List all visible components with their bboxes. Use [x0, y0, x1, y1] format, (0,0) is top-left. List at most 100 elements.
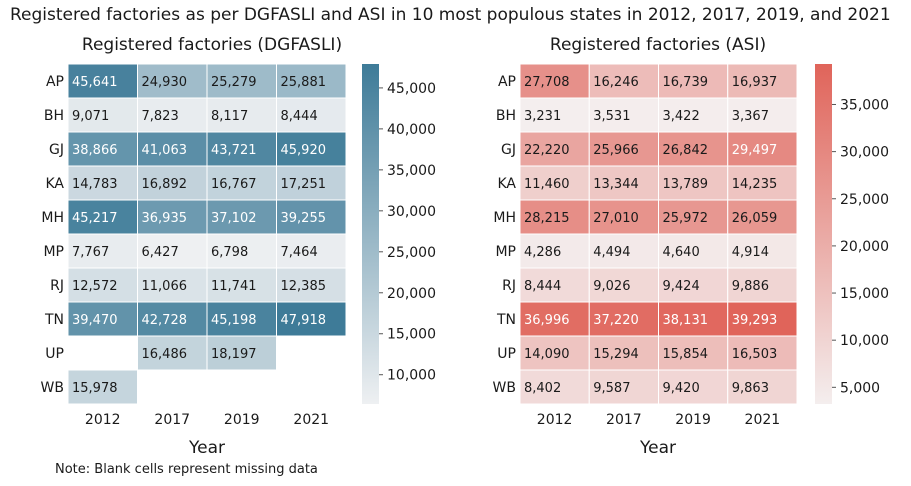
- cell-value-label: 38,866: [72, 143, 118, 158]
- cell-value-label: 15,294: [593, 347, 639, 362]
- cell-value-label: 9,587: [593, 381, 630, 396]
- y-tick-label: BH: [44, 108, 64, 124]
- heatmap-cell: [658, 369, 729, 405]
- cell-value-label: 4,494: [593, 245, 630, 260]
- colorbar-tick-label: 20,000: [840, 239, 889, 255]
- cell-value-label: 47,918: [281, 313, 327, 328]
- cell-value-label: 7,767: [72, 245, 109, 260]
- heatmap-cell: [727, 369, 798, 405]
- cell-value-label: 3,531: [593, 109, 630, 124]
- x-tick-label: 2017: [606, 412, 642, 428]
- panel-title: Registered factories (ASI): [550, 35, 766, 55]
- cell-value-label: 25,966: [593, 143, 639, 158]
- cell-value-label: 39,255: [281, 211, 327, 226]
- y-tick-label: RJ: [502, 278, 516, 294]
- y-tick-label: BH: [496, 108, 516, 124]
- cell-value-label: 4,286: [524, 245, 561, 260]
- x-tick-label: 2021: [745, 412, 781, 428]
- x-tick-label: 2019: [224, 412, 260, 428]
- heatmap-cell: [658, 301, 729, 337]
- colorbar-tick-label: 5,000: [840, 380, 880, 396]
- heatmap-cell: [206, 131, 277, 167]
- colorbar-tick-label: 10,000: [840, 333, 889, 349]
- cell-value-label: 14,090: [524, 347, 570, 362]
- cell-value-label: 13,344: [593, 177, 639, 192]
- cell-value-label: 15,978: [72, 381, 118, 396]
- cell-value-label: 7,823: [142, 109, 179, 124]
- heatmap-cell: [206, 301, 277, 337]
- x-tick-label: 2019: [675, 412, 711, 428]
- y-tick-label: TN: [44, 312, 64, 328]
- cell-value-label: 3,422: [663, 109, 700, 124]
- cell-value-label: 36,996: [524, 313, 570, 328]
- heatmap-cell: [276, 165, 347, 201]
- cell-value-label: 45,920: [281, 143, 327, 158]
- x-tick-label: 2012: [85, 412, 121, 428]
- cell-value-label: 27,708: [524, 75, 570, 90]
- heatmap-cell: [588, 267, 659, 303]
- colorbar-tick-label: 30,000: [840, 145, 889, 161]
- heatmap-cell: [206, 199, 277, 235]
- heatmap-cell: [588, 199, 659, 235]
- heatmap-cell: [206, 335, 277, 371]
- heatmap-cell: [67, 165, 138, 201]
- cell-value-label: 9,420: [663, 381, 700, 396]
- cell-value-label: 45,641: [72, 75, 118, 90]
- cell-value-label: 37,102: [211, 211, 257, 226]
- heatmap-cell: [137, 335, 208, 371]
- y-tick-label: UP: [45, 346, 64, 362]
- heatmap-cell: [727, 335, 798, 371]
- colorbar-tick-label: 20,000: [387, 286, 436, 302]
- cell-value-label: 45,198: [211, 313, 257, 328]
- cell-value-label: 16,892: [142, 177, 188, 192]
- heatmap-cell: [727, 301, 798, 337]
- cell-value-label: 16,246: [593, 75, 639, 90]
- cell-value-label: 39,470: [72, 313, 118, 328]
- cell-value-label: 14,235: [732, 177, 778, 192]
- cell-value-label: 8,444: [281, 109, 318, 124]
- y-tick-label: TN: [496, 312, 516, 328]
- heatmap-cell: [67, 369, 138, 405]
- heatmap-cell: [276, 63, 347, 99]
- heatmap-cell: [67, 267, 138, 303]
- heatmap-cell: [206, 267, 277, 303]
- x-axis-label: Year: [188, 438, 225, 458]
- heatmap-cell: [206, 165, 277, 201]
- heatmap-cell: [727, 165, 798, 201]
- cell-value-label: 37,220: [593, 313, 639, 328]
- y-tick-label: AP: [498, 74, 516, 90]
- footnote: Note: Blank cells represent missing data: [55, 462, 318, 477]
- cell-value-label: 16,937: [732, 75, 778, 90]
- cell-value-label: 9,863: [732, 381, 769, 396]
- heatmap-cell: [519, 267, 590, 303]
- colorbar-tick-label: 25,000: [840, 192, 889, 208]
- heatmap-cell: [67, 131, 138, 167]
- y-tick-label: WB: [493, 380, 516, 396]
- cell-value-label: 12,572: [72, 279, 118, 294]
- x-tick-label: 2012: [537, 412, 573, 428]
- cell-value-label: 15,854: [663, 347, 709, 362]
- heatmap-cell: [137, 199, 208, 235]
- heatmap-cell: [519, 233, 590, 269]
- heatmap-cell: [276, 267, 347, 303]
- y-tick-label: GJ: [501, 142, 516, 158]
- cell-value-label: 18,197: [211, 347, 257, 362]
- y-tick-label: AP: [46, 74, 64, 90]
- colorbar: [815, 64, 832, 404]
- heatmap-cell: [137, 233, 208, 269]
- y-tick-label: MP: [495, 244, 516, 260]
- cell-value-label: 6,427: [142, 245, 179, 260]
- cell-value-label: 9,071: [72, 109, 109, 124]
- heatmap-cell: [276, 97, 347, 133]
- cell-value-label: 9,886: [732, 279, 769, 294]
- heatmap-panel-1: Registered factories (DGFASLI) 45,641 24,9…: [41, 35, 436, 458]
- cell-value-label: 8,444: [524, 279, 561, 294]
- cell-value-label: 9,026: [593, 279, 630, 294]
- cell-value-label: 38,131: [663, 313, 709, 328]
- cell-value-label: 16,739: [663, 75, 709, 90]
- heatmap-cell: [658, 199, 729, 235]
- cell-value-label: 28,215: [524, 211, 570, 226]
- y-tick-label: KA: [45, 176, 64, 192]
- cell-value-label: 16,486: [142, 347, 188, 362]
